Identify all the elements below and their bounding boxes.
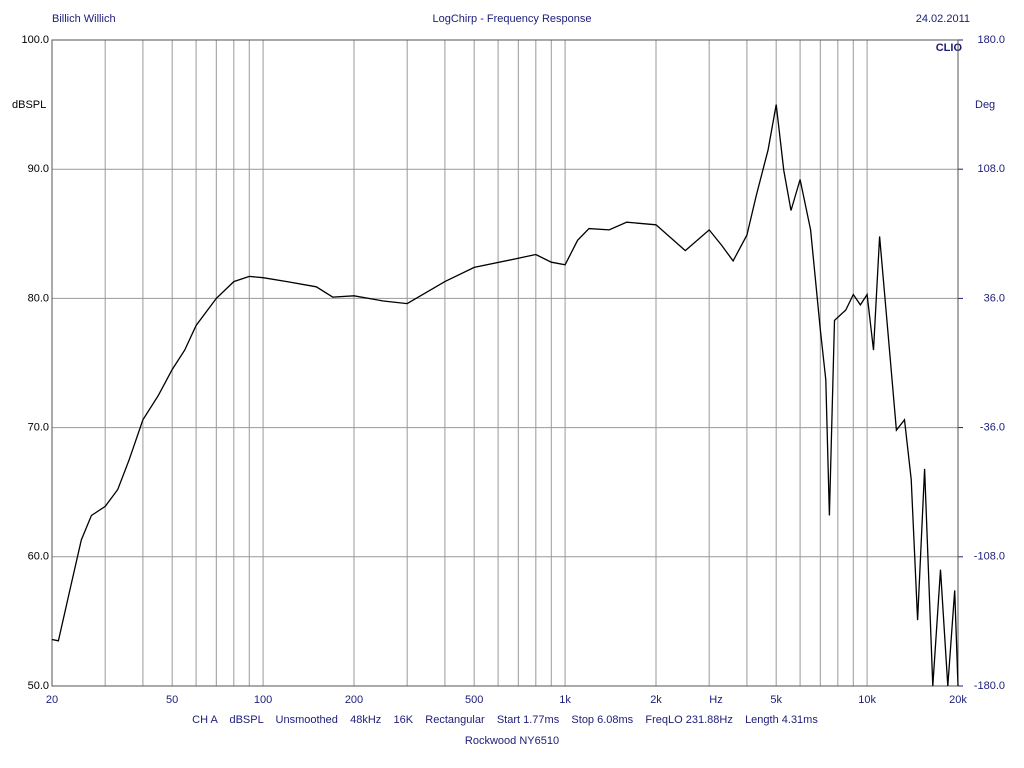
x-tick-label: 5k <box>770 694 782 706</box>
x-tick-label: 20 <box>46 694 58 706</box>
y-tick-label: 70.0 <box>28 422 49 434</box>
x-tick-label: 10k <box>858 694 876 706</box>
header-left: Billich Willich <box>52 13 116 25</box>
header-right: 24.02.2011 <box>916 13 970 25</box>
y-tick-label: 90.0 <box>28 163 49 175</box>
y2-tick-label: -36.0 <box>980 422 1005 434</box>
x-tick-label: 50 <box>166 694 178 706</box>
response-line <box>51 104 959 687</box>
x-tick-label: 1k <box>559 694 571 706</box>
y2-tick-label: 108.0 <box>977 163 1005 175</box>
y2-tick-label: -180.0 <box>974 680 1005 692</box>
y-tick-label: 60.0 <box>28 551 49 563</box>
y-tick-label: 100.0 <box>21 34 49 46</box>
x-tick-label: 500 <box>465 694 483 706</box>
x-tick-label: 100 <box>254 694 272 706</box>
y2-tick-label: -108.0 <box>974 551 1005 563</box>
y2-tick-label: 180.0 <box>977 34 1005 46</box>
subtitle: Rockwood NY6510 <box>465 735 559 747</box>
brand: CLIO <box>936 42 963 54</box>
y2-axis-label: Deg <box>975 99 995 111</box>
y-tick-label: 80.0 <box>28 292 49 304</box>
plot-frame <box>51 39 959 687</box>
footer: CH A dBSPL Unsmoothed 48kHz 16K Rectangu… <box>192 714 818 726</box>
x-tick-label: 20k <box>949 694 967 706</box>
x-tick-label: 200 <box>345 694 363 706</box>
y2-tick-label: 36.0 <box>984 292 1005 304</box>
x-unit-label: Hz <box>709 694 722 706</box>
y-axis-label: dBSPL <box>12 99 46 111</box>
y-tick-label: 50.0 <box>28 680 49 692</box>
chart-title: LogChirp - Frequency Response <box>433 13 592 25</box>
x-tick-label: 2k <box>650 694 662 706</box>
